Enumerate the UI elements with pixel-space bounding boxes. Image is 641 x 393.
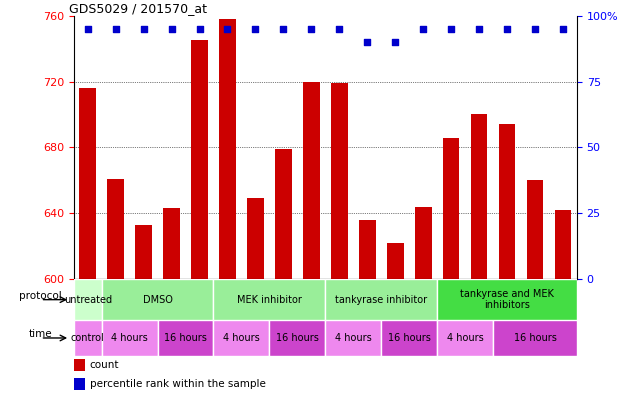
Text: 4 hours: 4 hours	[335, 333, 372, 343]
Text: percentile rank within the sample: percentile rank within the sample	[90, 379, 265, 389]
Point	[474, 26, 484, 32]
Bar	[79, 88, 96, 279]
Text: untreated: untreated	[63, 295, 112, 305]
Bar	[325, 320, 381, 356]
Point	[138, 26, 149, 32]
Bar	[493, 320, 577, 356]
Bar	[331, 83, 347, 279]
Bar	[74, 378, 85, 390]
Point	[222, 26, 233, 32]
Point	[250, 26, 260, 32]
Bar	[191, 40, 208, 279]
Point	[278, 26, 288, 32]
Bar	[437, 320, 493, 356]
Text: 4 hours: 4 hours	[112, 333, 148, 343]
Bar	[554, 210, 571, 279]
Text: tankyrase and MEK
inhibitors: tankyrase and MEK inhibitors	[460, 289, 554, 310]
Bar	[74, 320, 102, 356]
Bar	[443, 138, 460, 279]
Bar	[102, 279, 213, 320]
Bar	[303, 82, 320, 279]
Bar	[437, 279, 577, 320]
Text: 16 hours: 16 hours	[276, 333, 319, 343]
Bar	[158, 320, 213, 356]
Text: 16 hours: 16 hours	[164, 333, 207, 343]
Bar	[102, 320, 158, 356]
Bar	[74, 359, 85, 371]
Point	[390, 39, 401, 45]
Bar	[387, 243, 404, 279]
Bar	[219, 19, 236, 279]
Point	[558, 26, 568, 32]
Point	[418, 26, 428, 32]
Point	[110, 26, 121, 32]
Bar	[135, 225, 152, 279]
Text: count: count	[90, 360, 119, 370]
Bar	[526, 180, 544, 279]
Text: 16 hours: 16 hours	[513, 333, 556, 343]
Text: tankyrase inhibitor: tankyrase inhibitor	[335, 295, 428, 305]
Bar	[325, 279, 437, 320]
Point	[446, 26, 456, 32]
Point	[334, 26, 344, 32]
Text: 16 hours: 16 hours	[388, 333, 431, 343]
Point	[306, 26, 317, 32]
Bar	[470, 114, 487, 279]
Bar	[359, 220, 376, 279]
Point	[502, 26, 512, 32]
Point	[530, 26, 540, 32]
Text: control: control	[71, 333, 104, 343]
Text: protocol: protocol	[19, 290, 62, 301]
Text: MEK inhibitor: MEK inhibitor	[237, 295, 302, 305]
Bar	[107, 179, 124, 279]
Bar	[163, 208, 180, 279]
Bar	[213, 279, 325, 320]
Bar	[213, 320, 269, 356]
Point	[83, 26, 93, 32]
Point	[167, 26, 177, 32]
Text: time: time	[29, 329, 53, 340]
Bar	[415, 207, 431, 279]
Bar	[247, 198, 264, 279]
Bar	[269, 320, 325, 356]
Bar	[74, 279, 102, 320]
Text: 4 hours: 4 hours	[447, 333, 483, 343]
Point	[362, 39, 372, 45]
Bar	[275, 149, 292, 279]
Text: DMSO: DMSO	[143, 295, 172, 305]
Bar	[499, 124, 515, 279]
Bar	[381, 320, 437, 356]
Point	[194, 26, 204, 32]
Text: 4 hours: 4 hours	[223, 333, 260, 343]
Text: GDS5029 / 201570_at: GDS5029 / 201570_at	[69, 2, 206, 15]
